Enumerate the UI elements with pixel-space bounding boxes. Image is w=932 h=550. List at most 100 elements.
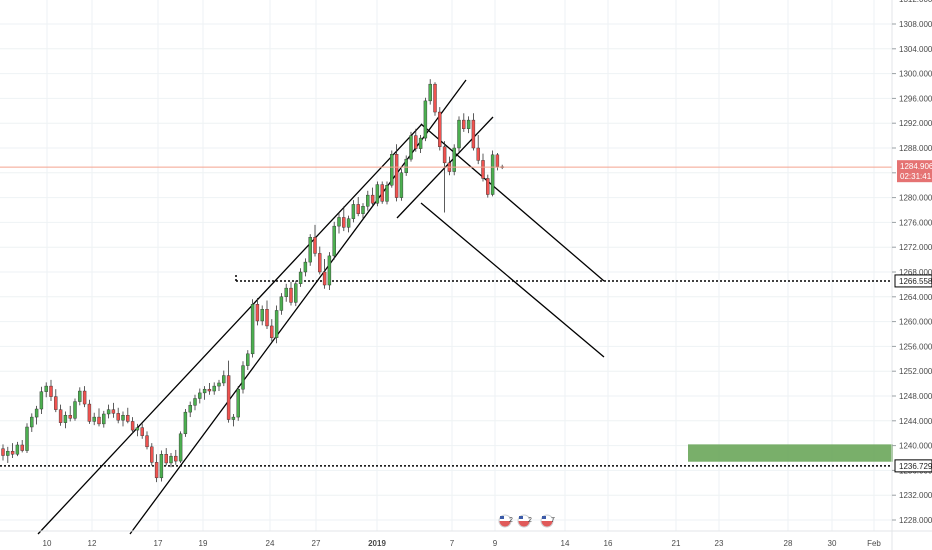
candle[interactable] [303,258,308,277]
candle[interactable] [380,181,384,204]
candle[interactable] [327,252,332,290]
candle[interactable] [25,423,29,454]
candle[interactable] [366,190,370,211]
candle[interactable] [97,408,101,427]
candle[interactable] [332,221,336,260]
candle[interactable] [58,404,63,426]
candle[interactable] [246,350,250,370]
candle[interactable] [34,405,39,425]
candle[interactable] [202,386,207,400]
candle[interactable] [169,453,173,468]
candle[interactable] [476,134,480,165]
candle[interactable] [457,116,461,152]
candle[interactable] [313,224,317,257]
candle[interactable] [375,181,380,207]
candle[interactable] [106,404,111,419]
candle[interactable] [342,206,346,232]
candle[interactable] [438,107,442,151]
candle[interactable] [390,150,394,188]
candle[interactable] [279,293,284,315]
candle[interactable] [274,305,279,344]
candle[interactable] [116,407,120,424]
candle[interactable] [82,386,87,408]
candle[interactable] [188,401,192,418]
candle[interactable] [174,449,178,465]
candle[interactable] [44,382,48,398]
candle[interactable] [442,141,447,213]
candle[interactable] [418,134,423,153]
candle[interactable] [111,402,116,418]
candle[interactable] [356,196,360,217]
candle[interactable] [260,305,264,326]
candle[interactable] [63,411,68,429]
candle[interactable] [351,200,356,223]
candle[interactable] [308,234,312,266]
candle[interactable] [385,181,389,205]
candle[interactable] [241,361,245,394]
candle[interactable] [121,411,125,427]
candle[interactable] [183,409,188,437]
candle[interactable] [130,417,135,434]
candle[interactable] [433,82,437,116]
candle[interactable] [87,399,92,424]
candle[interactable] [39,386,44,414]
candle[interactable] [270,319,274,342]
candle[interactable] [471,113,476,151]
candle[interactable] [30,413,34,432]
candle[interactable] [322,258,327,289]
candle[interactable] [178,431,183,463]
candle[interactable] [150,443,154,466]
price-axis[interactable]: 1228.0001232.0001236.0001240.0001244.000… [892,0,932,525]
event-marker-1[interactable]: 2 [498,514,513,528]
candle[interactable] [490,150,495,197]
candle[interactable] [399,169,404,201]
candle[interactable] [250,299,255,358]
candle[interactable] [226,360,231,423]
candle[interactable] [212,382,216,395]
candle[interactable] [284,283,288,302]
candle[interactable] [452,144,456,176]
candle[interactable] [337,212,341,234]
candle[interactable] [193,394,197,411]
candle[interactable] [102,410,106,428]
candle[interactable] [394,144,399,202]
candle[interactable] [466,116,471,134]
candle[interactable] [423,97,428,142]
candle[interactable] [414,128,418,152]
candle[interactable] [92,412,96,426]
candle[interactable] [298,268,303,287]
candle[interactable] [135,423,140,437]
candle[interactable] [140,423,144,439]
candle[interactable] [73,398,77,421]
candle[interactable] [1,444,5,461]
candle[interactable] [318,246,322,275]
candle[interactable] [409,131,413,162]
event-marker-3[interactable]: 7 [540,514,555,528]
candle[interactable] [486,174,490,198]
event-markers[interactable]: 2 2 7 [498,514,555,528]
candle[interactable] [164,448,168,466]
candle[interactable] [159,450,164,482]
candle[interactable] [20,440,24,453]
candle[interactable] [289,281,293,306]
candle[interactable] [265,300,269,330]
candle[interactable] [255,298,260,326]
candle[interactable] [6,446,10,463]
candle[interactable] [207,382,212,395]
candle[interactable] [126,407,130,424]
candle[interactable] [404,155,408,176]
candle[interactable] [222,370,226,387]
candle[interactable] [54,389,58,413]
candle[interactable] [10,443,15,458]
candle[interactable] [370,187,375,207]
time-axis[interactable]: 10 12 17 19 24 27 2019 7 9 14 16 21 23 28 30 Feb [43,539,882,548]
candle[interactable] [15,441,20,457]
candle[interactable] [49,379,53,401]
candle[interactable] [428,79,432,105]
candle[interactable] [78,387,82,406]
candle[interactable] [236,386,240,421]
candle[interactable] [231,413,236,427]
candle[interactable] [361,203,365,219]
candle[interactable] [68,405,72,422]
